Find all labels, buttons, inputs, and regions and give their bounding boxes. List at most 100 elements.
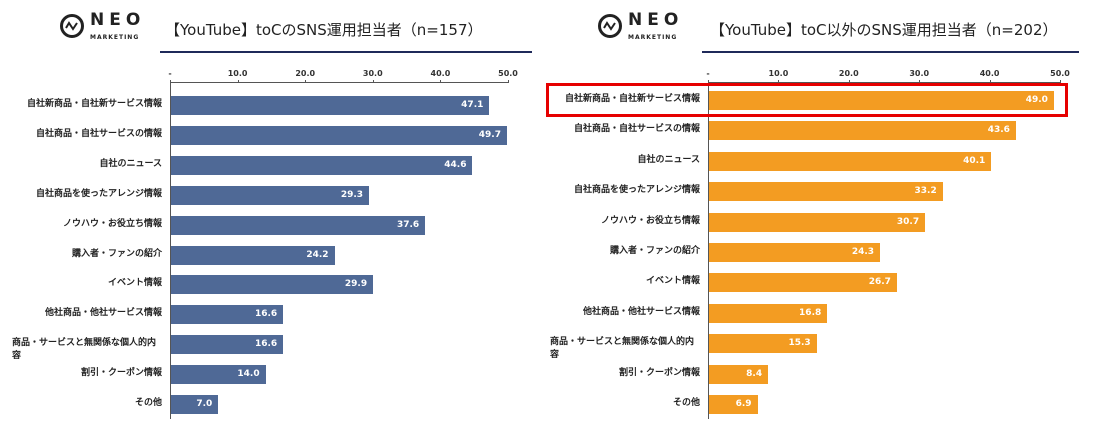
data-label: 30.7	[896, 216, 920, 227]
bar: 49.0	[709, 91, 1054, 110]
data-label: 8.4	[746, 368, 763, 379]
data-label: 29.3	[340, 189, 364, 200]
category-label: 自社商品を使ったアレンジ情報	[573, 185, 700, 196]
logo-text: NEO MARKETING	[628, 10, 683, 42]
x-tick-label: 20.0	[838, 69, 859, 78]
data-label: 26.7	[868, 277, 891, 288]
x-tick-label: 10.0	[227, 69, 248, 78]
bar: 26.7	[709, 273, 897, 293]
category-label: ノウハウ・お役立ち情報	[600, 215, 700, 226]
x-tick-label: 50.0	[498, 69, 518, 78]
category-label: 購入者・ファンの紹介	[71, 248, 162, 259]
category-label: 他社商品・他社サービス情報	[582, 306, 700, 317]
logo-name: NEO	[628, 10, 684, 30]
data-label: 47.1	[461, 100, 484, 110]
data-label: 40.1	[963, 155, 986, 166]
data-label: 16.6	[254, 339, 278, 350]
bar: 29.9	[171, 275, 374, 295]
x-tick-mark	[848, 80, 850, 83]
x-tick-label: 30.0	[362, 69, 383, 78]
category-label: その他	[134, 398, 162, 408]
x-tick-mark	[305, 80, 307, 83]
category-label: 自社商品を使ったアレンジ情報	[35, 188, 162, 199]
category-label: 割引・クーポン情報	[618, 367, 700, 378]
bar: 44.6	[171, 155, 473, 175]
data-label: 24.2	[306, 249, 329, 260]
bar: 24.2	[171, 245, 335, 265]
data-label: 15.3	[788, 338, 811, 349]
data-label: 7.0	[196, 399, 213, 409]
category-label: 自社のニュース	[99, 158, 162, 169]
logo-sub: MARKETING	[628, 34, 678, 41]
chart-title: 【YouTube】toC以外のSNS運用担当者（n=202）	[710, 21, 1058, 39]
x-tick-label: 30.0	[909, 69, 930, 78]
x-tick-mark	[508, 80, 509, 83]
x-tick-mark	[778, 80, 780, 83]
category-label: イベント情報	[645, 276, 700, 287]
x-tick-mark	[440, 80, 442, 83]
x-tick-label: 10.0	[768, 69, 789, 78]
category-label: ノウハウ・お役立ち情報	[62, 218, 162, 229]
x-tick-label: 40.0	[430, 69, 451, 78]
neo-marketing-logo: NEO MARKETING	[60, 10, 145, 42]
logo-sub: MARKETING	[90, 34, 140, 41]
category-label: 自社商品・自社サービスの情報	[573, 124, 700, 135]
x-tick-mark	[372, 80, 374, 83]
bar: 6.9	[709, 395, 758, 414]
bar: 43.6	[709, 121, 1016, 141]
bar: 30.7	[709, 212, 926, 232]
category-label: 他社商品・他社サービス情報	[44, 308, 162, 319]
bar: 7.0	[171, 395, 219, 414]
data-label: 24.3	[851, 247, 875, 257]
data-label: 49.7	[478, 129, 501, 140]
x-tick-mark	[237, 80, 239, 83]
data-label: 16.6	[254, 309, 278, 320]
category-label: その他	[672, 398, 700, 408]
category-label: 自社新商品・自社新サービス情報	[564, 94, 700, 104]
bar: 24.3	[709, 243, 881, 262]
bar: 14.0	[171, 365, 266, 385]
bar: 49.7	[171, 125, 507, 145]
data-label: 49.0	[1025, 95, 1048, 105]
category-label: 商品・サービスと無関係な個人的内容	[12, 338, 157, 362]
category-label: 自社商品・自社サービスの情報	[35, 128, 162, 139]
highlight-box	[546, 83, 1068, 117]
logo-text: NEO MARKETING	[90, 10, 145, 42]
data-label: 29.9	[344, 279, 368, 290]
bar: 29.3	[171, 185, 370, 205]
x-tick-mark	[989, 80, 991, 83]
x-tick-label: -	[168, 69, 172, 78]
bar: 16.6	[171, 305, 284, 325]
data-label: 6.9	[735, 399, 752, 409]
y-axis-line	[170, 82, 171, 419]
logo-wave-icon	[60, 14, 84, 38]
bar: 37.6	[171, 215, 426, 235]
bar: 33.2	[709, 182, 943, 202]
x-tick-mark	[1060, 80, 1061, 83]
data-label: 16.8	[799, 307, 822, 318]
logo-wave-icon	[598, 14, 622, 38]
bar: 40.1	[709, 151, 992, 171]
data-label: 33.2	[914, 186, 937, 197]
chart-title: 【YouTube】toCのSNS運用担当者（n=157）	[165, 21, 483, 39]
x-tick-mark	[708, 80, 709, 83]
data-label: 37.6	[396, 219, 420, 230]
x-tick-label: 40.0	[979, 69, 1000, 78]
category-label: 自社のニュース	[637, 154, 700, 165]
x-tick-label: 50.0	[1050, 69, 1070, 78]
neo-marketing-logo: NEO MARKETING	[598, 10, 683, 42]
data-label: 14.0	[237, 369, 260, 380]
bar: 15.3	[709, 334, 817, 354]
title-underline	[160, 51, 532, 53]
data-label: 43.6	[987, 125, 1010, 136]
x-axis-line	[170, 82, 508, 83]
x-tick-label: 20.0	[295, 69, 316, 78]
x-tick-label: -	[706, 69, 710, 78]
bar: 8.4	[709, 364, 769, 384]
title-underline	[702, 51, 1079, 53]
category-label: 購入者・ファンの紹介	[609, 246, 700, 256]
bar: 16.6	[171, 335, 284, 355]
category-label: 割引・クーポン情報	[80, 368, 162, 379]
y-axis-line	[708, 82, 709, 419]
